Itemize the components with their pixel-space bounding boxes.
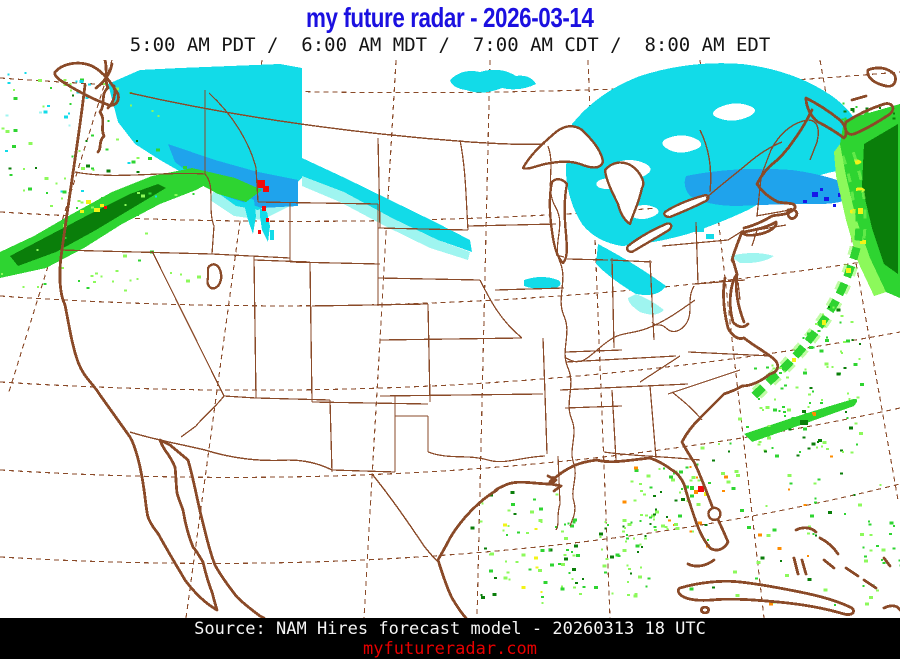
cape-breton-newfoundland (850, 66, 897, 102)
precip-lightsnow-ohio-tail (628, 294, 664, 315)
bahamas (792, 526, 900, 612)
mexico-border (129, 431, 333, 471)
quebec-maine-border (770, 119, 819, 161)
header: my future radar - 2026-03-14 5:00 AM PDT… (0, 0, 900, 60)
precip-heavyrain-oregon-core (10, 184, 166, 266)
precip-rain-oregon-band (0, 168, 218, 278)
precip-snow-lakes-tail (596, 244, 666, 295)
valid-time-line: 5:00 AM PDT / 6:00 AM MDT / 7:00 AM CDT … (129, 34, 771, 56)
atlantic-coastline (722, 108, 814, 340)
lake-huron (603, 161, 645, 226)
cuba (676, 579, 855, 616)
nova-scotia (843, 102, 895, 136)
source-line: Source: NAM Hires forecast model - 20260… (194, 619, 706, 639)
florida-keys (686, 558, 716, 568)
mississippi-delta (546, 474, 563, 493)
canada-border (129, 92, 546, 146)
coastlines (53, 60, 900, 618)
precip-lightsnow-connecticut-streak (730, 253, 774, 264)
new-brunswick-fundy (804, 96, 848, 140)
lake-superior (521, 125, 605, 170)
precip-heavyrain-band-cell (800, 420, 808, 425)
footer: Source: NAM Hires forecast model - 20260… (0, 618, 900, 659)
lake-michigan (548, 178, 569, 265)
precip-lightsnow-montana-fringe (210, 190, 290, 220)
gulf-coastline (436, 276, 780, 618)
website-link[interactable]: myfutureradar.com (363, 639, 537, 659)
great-salt-lake (206, 263, 223, 290)
precip-snow-ny-bit-1 (694, 226, 704, 232)
precip-snow-dakota-band (302, 158, 472, 252)
page-title: my future radar - 2026-03-14 (306, 2, 594, 33)
precip-snow-finger-2 (260, 208, 270, 242)
lake-erie (626, 222, 673, 254)
radar-map (0, 60, 900, 618)
precip-lightrain-novascotia-fringe (834, 144, 886, 296)
map-container (0, 60, 900, 618)
isle-of-youth (700, 605, 710, 615)
precip-orange-band-cell (812, 412, 816, 416)
precip-heavyrain-novascotia-core (862, 124, 898, 274)
vancouver-island (53, 61, 120, 107)
pacific-coastline (58, 83, 266, 618)
lake-okeechobee (707, 506, 722, 522)
precip-yellow-cells-atlantic-arc (792, 208, 863, 362)
precip-rain-idaho-spill (192, 168, 262, 202)
cape-cod (786, 208, 799, 220)
precip-intense-snow-maine-specks (803, 188, 842, 207)
precip-snow-finger-3 (270, 230, 274, 240)
precip-yellow-cells-oregon (80, 200, 107, 213)
precip-snow-northeast-shield (566, 63, 864, 247)
precipitation-layer (0, 63, 900, 606)
international-borders (129, 92, 819, 563)
great-lakes (206, 125, 722, 522)
long-island (740, 220, 778, 237)
precip-snow-iowa-streak (524, 277, 561, 290)
precip-snow-finger-1 (244, 196, 256, 234)
state-borders (59, 90, 791, 531)
precip-snow-ny-bit-2 (706, 234, 714, 239)
precip-snow-saskatchewan-blob (450, 69, 536, 93)
lake-ontario (663, 194, 710, 219)
ontario-quebec-border (699, 129, 712, 193)
precip-lightsnow-band-fringe (302, 176, 470, 260)
precip-red-cells-montana (257, 180, 269, 234)
rio-grande (371, 473, 439, 563)
